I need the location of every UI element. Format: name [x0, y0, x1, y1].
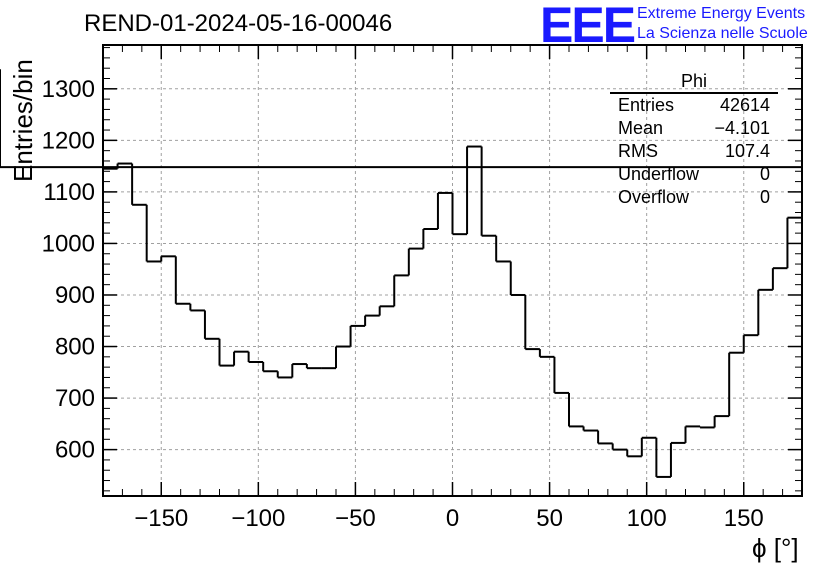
- logo-line-2: La Scienza nelle Scuole: [637, 25, 808, 42]
- stats-value: 0: [759, 164, 770, 184]
- y-tick-label: 1100: [43, 179, 95, 206]
- stats-label: Underflow: [618, 164, 700, 184]
- logo-caption: Extreme Energy Events La Scienza nelle S…: [637, 4, 808, 44]
- stats-value: 107.4: [724, 141, 770, 161]
- stats-row-entries: Entries 42614: [610, 94, 778, 117]
- x-tick-label: 0: [446, 505, 459, 532]
- y-tick-label: 700: [55, 385, 95, 412]
- stats-title: Phi: [610, 70, 778, 94]
- y-tick-label: 800: [55, 334, 95, 361]
- stats-row-rms: RMS 107.4: [610, 140, 778, 163]
- x-tick-label: −150: [134, 505, 188, 532]
- x-tick-label: −100: [231, 505, 285, 532]
- stats-row-mean: Mean −4.101: [610, 117, 778, 140]
- stats-value: 0: [759, 187, 770, 207]
- eee-logo: EEE: [540, 0, 636, 53]
- y-tick-label: 1200: [42, 127, 95, 154]
- x-tick-label: −50: [335, 505, 376, 532]
- y-tick-label: 900: [55, 282, 95, 309]
- x-tick-label: 100: [627, 505, 667, 532]
- y-axis-label: Entries/bin: [8, 59, 38, 182]
- chart-title: REND-01-2024-05-16-00046: [84, 10, 393, 37]
- stats-value: 42614: [719, 95, 770, 115]
- stats-row-overflow: Overflow 0: [610, 186, 778, 209]
- logo-line-1: Extreme Energy Events: [637, 5, 806, 22]
- x-axis-label: ϕ [°]: [752, 533, 799, 563]
- tick-labels: −150 −100 −50 0 50 100 150 600 700 800 900 1000 1100…: [42, 76, 764, 532]
- stats-label: Mean: [618, 118, 664, 138]
- axis-ticks: [103, 45, 802, 496]
- y-tick-label: 600: [55, 437, 95, 464]
- histogram-series: [0, 69, 803, 478]
- stats-row-underflow: Underflow 0: [610, 163, 778, 186]
- y-tick-label: 1000: [42, 230, 95, 257]
- stats-value: −4.101: [714, 118, 770, 138]
- stats-box: Phi Entries 42614 Mean −4.101 RMS 107.4 …: [610, 70, 778, 209]
- x-tick-label: 50: [536, 505, 563, 532]
- y-tick-label: 1300: [42, 76, 95, 103]
- x-tick-label: 150: [724, 505, 764, 532]
- stats-label: RMS: [618, 141, 658, 161]
- stats-label: Entries: [618, 95, 675, 115]
- stats-label: Overflow: [618, 187, 690, 207]
